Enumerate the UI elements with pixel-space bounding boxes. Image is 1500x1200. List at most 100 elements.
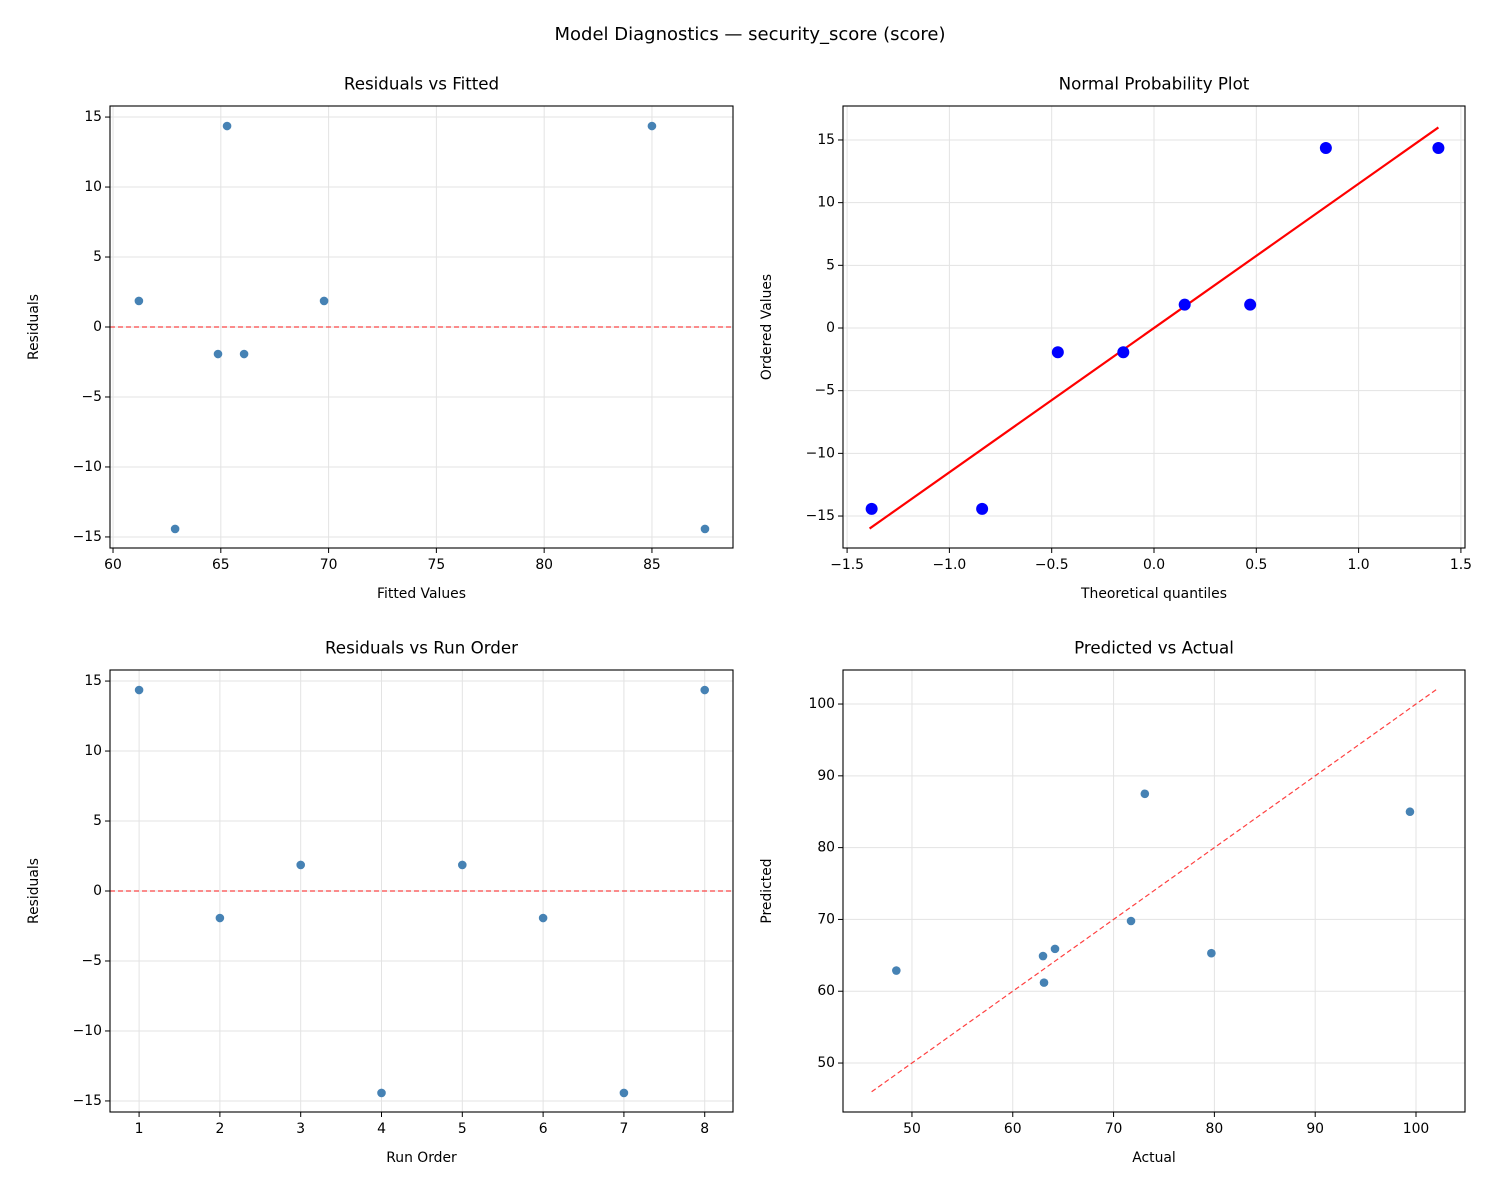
figure-title: Model Diagnostics — security_score (scor…: [554, 24, 945, 45]
y-tick-label: −10: [73, 459, 102, 475]
point: [1050, 944, 1060, 954]
x-tick-label: 75: [428, 557, 446, 573]
y-axis-label: Ordered Values: [759, 274, 775, 380]
y-tick-label: 15: [84, 673, 102, 689]
point: [239, 349, 249, 359]
x-tick-label: 50: [903, 1121, 921, 1137]
x-axis-label: Run Order: [386, 1150, 457, 1166]
point: [865, 502, 878, 515]
y-tick-label: 0: [93, 883, 102, 899]
point: [1117, 346, 1130, 359]
point: [1405, 807, 1415, 817]
y-tick-label: 15: [84, 109, 102, 125]
x-tick-label: 0.0: [1143, 557, 1165, 573]
x-tick-label: 70: [1105, 1121, 1123, 1137]
x-tick-label: 1: [135, 1121, 144, 1137]
y-tick-label: 5: [93, 249, 102, 265]
axes-title: Normal Probability Plot: [1059, 74, 1250, 94]
x-tick-label: 4: [377, 1121, 386, 1137]
y-tick-label: 60: [817, 983, 835, 999]
point: [170, 524, 180, 534]
x-tick-label: 90: [1306, 1121, 1324, 1137]
x-tick-label: 65: [212, 557, 230, 573]
x-tick-label: 80: [1206, 1121, 1224, 1137]
x-tick-label: −1.0: [933, 557, 967, 573]
y-tick-label: 15: [817, 132, 835, 148]
axes-title: Residuals vs Run Order: [325, 638, 518, 658]
point: [1319, 141, 1332, 154]
point: [1178, 298, 1191, 311]
y-tick-label: 70: [817, 911, 835, 927]
point: [1432, 141, 1445, 154]
x-tick-label: 100: [1403, 1121, 1430, 1137]
point: [1244, 298, 1257, 311]
point: [134, 685, 144, 695]
y-tick-label: −5: [82, 389, 102, 405]
x-tick-label: 80: [535, 557, 553, 573]
x-tick-label: 70: [320, 557, 338, 573]
point: [647, 121, 657, 131]
y-tick-label: 5: [826, 257, 835, 273]
point: [1126, 916, 1136, 926]
point: [1051, 346, 1064, 359]
x-tick-label: 5: [458, 1121, 467, 1137]
y-tick-label: −10: [806, 445, 835, 461]
axes-title: Residuals vs Fitted: [344, 74, 499, 94]
x-axis-label: Theoretical quantiles: [1080, 586, 1227, 602]
point: [1038, 951, 1048, 961]
y-tick-label: −15: [73, 1093, 102, 1109]
y-tick-label: 10: [84, 743, 102, 759]
x-tick-label: 60: [104, 557, 122, 573]
x-tick-label: 8: [700, 1121, 709, 1137]
x-tick-label: 7: [619, 1121, 628, 1137]
x-tick-label: −0.5: [1035, 557, 1069, 573]
point: [538, 913, 548, 923]
y-tick-label: 5: [93, 813, 102, 829]
axes-frame: [109, 105, 734, 549]
y-tick-label: 0: [826, 320, 835, 336]
y-axis-label: Predicted: [759, 858, 775, 923]
axes-frame: [109, 669, 734, 1113]
y-axis-label: Residuals: [26, 858, 42, 924]
point: [976, 502, 989, 515]
y-tick-label: 90: [817, 768, 835, 784]
point: [213, 349, 223, 359]
x-tick-label: −1.5: [830, 557, 864, 573]
point: [215, 913, 225, 923]
fit-line: [871, 689, 1437, 1093]
axes-frame: [842, 669, 1466, 1113]
x-tick-label: 1.0: [1348, 557, 1370, 573]
y-tick-label: −5: [815, 383, 835, 399]
y-tick-label: 80: [817, 840, 835, 856]
point: [1039, 978, 1049, 987]
x-axis-label: Fitted Values: [377, 586, 466, 602]
point: [134, 296, 144, 306]
x-tick-label: 85: [643, 557, 661, 573]
fit-line: [868, 126, 1440, 530]
point: [458, 860, 467, 870]
y-tick-label: 50: [817, 1055, 835, 1071]
x-tick-label: 1.5: [1450, 557, 1472, 573]
x-tick-label: 60: [1004, 1121, 1022, 1137]
point: [892, 966, 901, 975]
y-tick-label: −5: [82, 953, 102, 969]
x-tick-label: 0.5: [1245, 557, 1267, 573]
y-tick-label: 10: [817, 195, 835, 211]
x-tick-label: 3: [296, 1121, 305, 1137]
x-tick-label: 6: [539, 1121, 548, 1137]
y-axis-label: Residuals: [26, 294, 42, 360]
point: [1140, 789, 1150, 799]
point: [319, 296, 329, 306]
x-tick-label: 2: [215, 1121, 224, 1137]
point: [377, 1088, 386, 1098]
point: [700, 685, 710, 695]
point: [222, 121, 232, 131]
point: [1207, 948, 1216, 958]
y-tick-label: −15: [73, 529, 102, 545]
point: [619, 1088, 629, 1098]
y-tick-label: 10: [84, 179, 102, 195]
axes-title: Predicted vs Actual: [1074, 638, 1234, 658]
y-tick-label: 0: [93, 319, 102, 335]
